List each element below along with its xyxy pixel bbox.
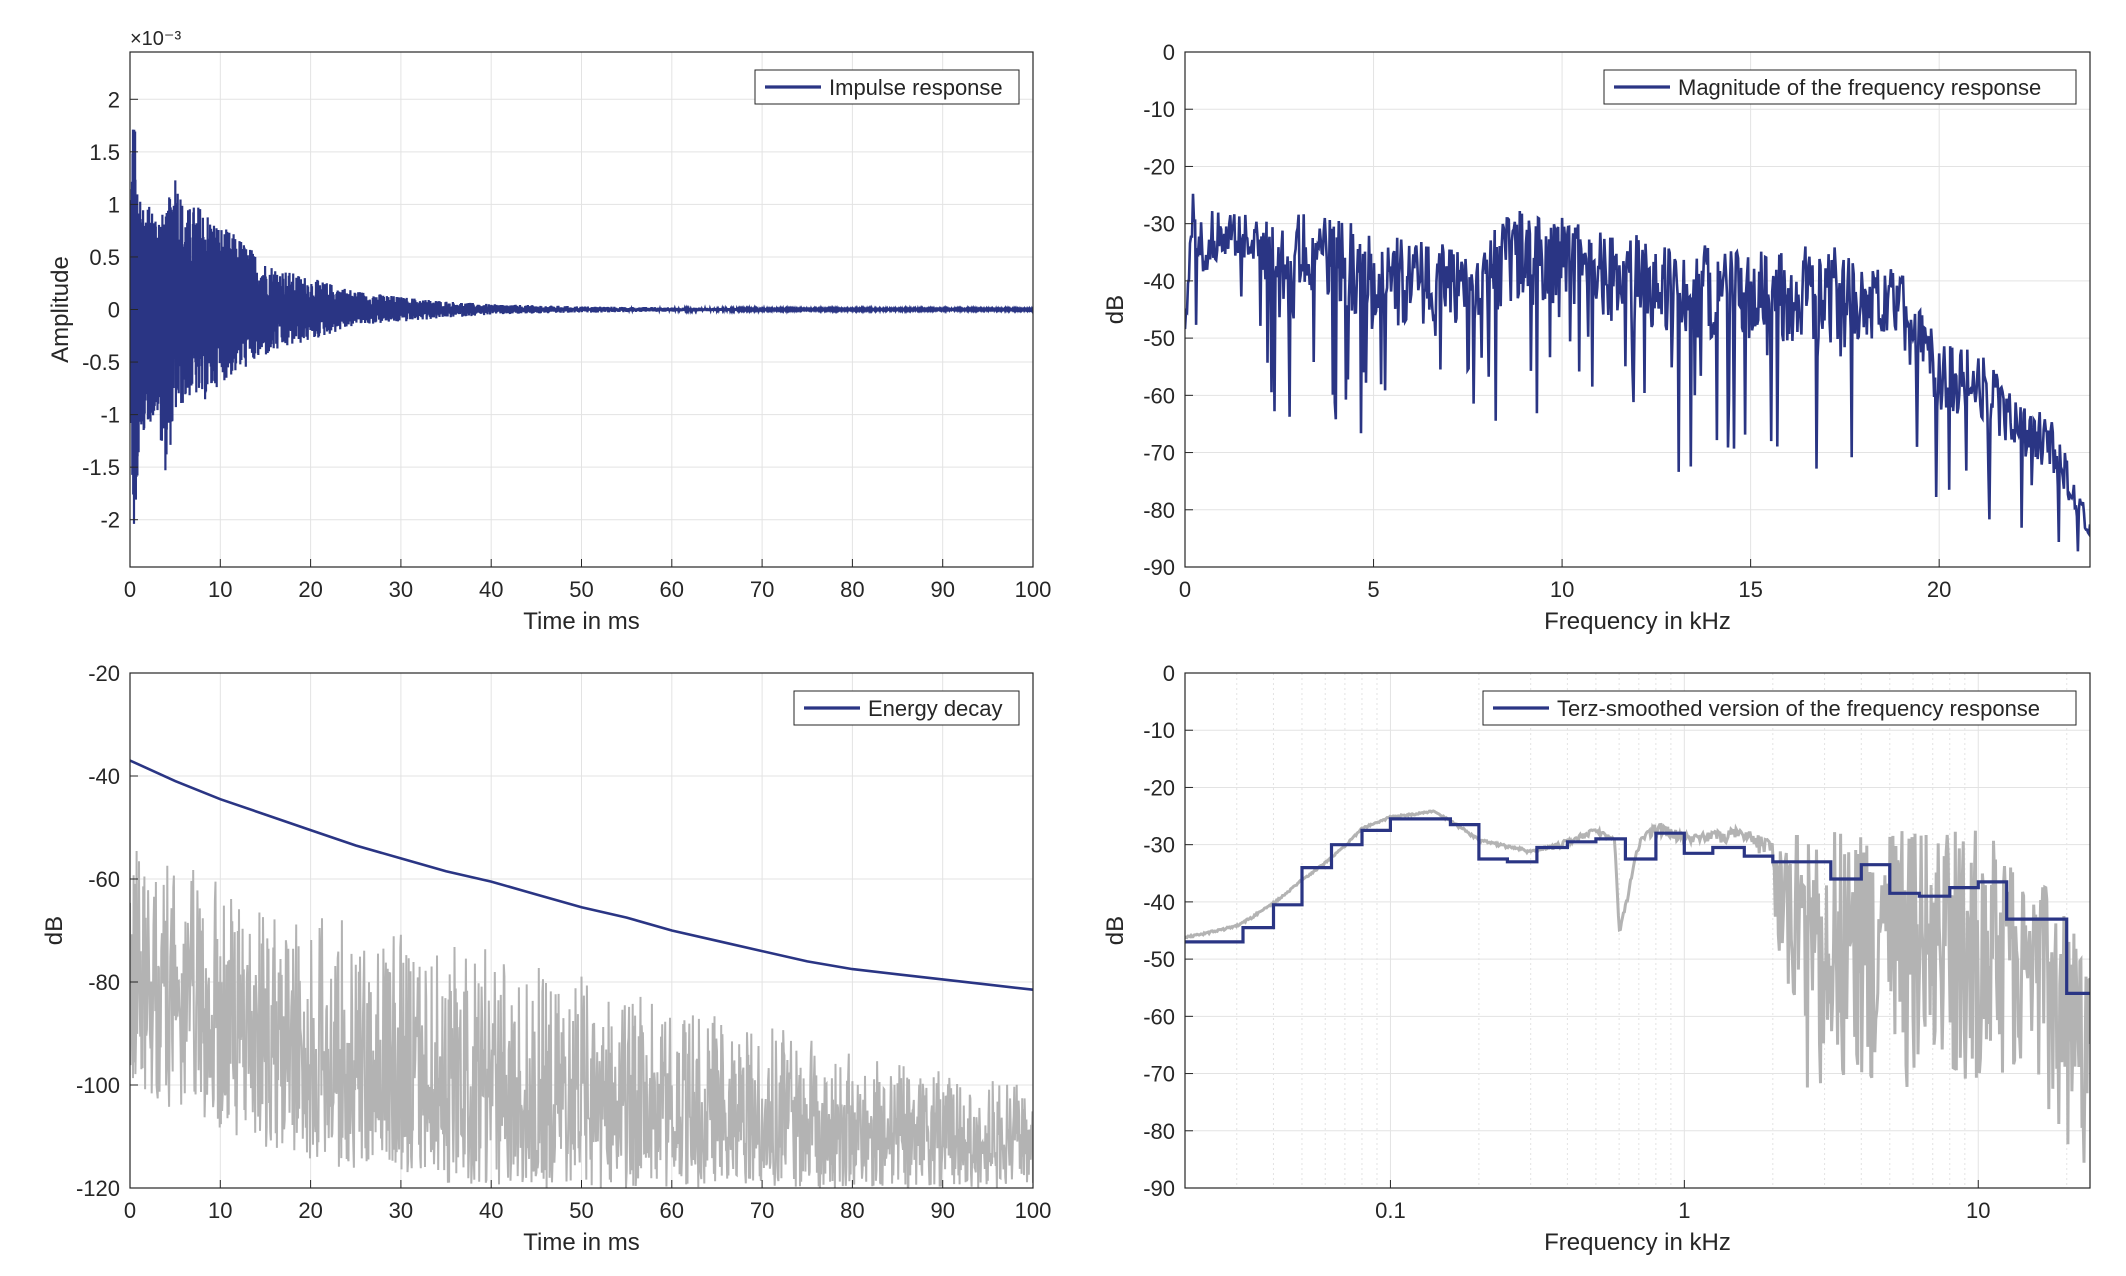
y-tick-label: -40 [1143, 269, 1175, 294]
y-tick-label: -70 [1143, 1062, 1175, 1087]
impulse-response-panel: ×10⁻³ 0 10 20 30 40 50 60 70 80 90 100-2-1.5-1-0.5… [47, 28, 1051, 635]
legend-label: Magnitude of the frequency response [1678, 75, 2041, 100]
y-tick-label: -10 [1143, 718, 1175, 743]
y-tick-label: -2 [100, 508, 120, 533]
magnitude-line [1185, 193, 2090, 552]
y-tick-label: 1.5 [89, 140, 120, 165]
energy-decay-line [130, 759, 1033, 991]
exponent-label: ×10⁻³ [130, 28, 181, 50]
y-axis-label: dB [41, 916, 68, 945]
y-tick-label: 0 [1163, 661, 1175, 686]
x-tick-label: 15 [1738, 577, 1762, 602]
plot-marks [130, 129, 1033, 524]
x-tick-label: 50 [569, 1198, 593, 1223]
plot-marks [1185, 809, 2090, 1163]
y-tick-label: -40 [88, 764, 120, 789]
y-tick-label: -20 [88, 661, 120, 686]
impulse-response-line [130, 129, 1033, 524]
x-tick-label: 10 [1550, 577, 1574, 602]
y-tick-label: -80 [1143, 498, 1175, 523]
legend-box [1603, 69, 2077, 105]
y-axis-label: Amplitude [47, 256, 74, 363]
x-tick-label: 50 [569, 577, 593, 602]
x-axis-label: Time in ms [523, 608, 639, 635]
x-axis-label: Time in ms [523, 1229, 639, 1256]
y-tick-label: -1 [100, 403, 120, 428]
y-tick-label: -120 [76, 1176, 120, 1201]
plot-marks [130, 759, 1033, 1188]
y-tick-label: -0.5 [82, 350, 120, 375]
x-axis-label: Frequency in kHz [1544, 608, 1731, 635]
y-tick-label: -40 [1143, 890, 1175, 915]
x-tick-label: 20 [1927, 577, 1951, 602]
y-tick-label: -20 [1143, 775, 1175, 800]
x-tick-label: 60 [660, 577, 684, 602]
x-tick-label: 10 [1966, 1198, 1990, 1223]
y-tick-label: -90 [1143, 555, 1175, 580]
y-tick-label: -10 [1143, 97, 1175, 122]
x-axis-label: Frequency in kHz [1544, 1229, 1731, 1256]
legend-box [1482, 690, 2077, 726]
y-tick-label: -90 [1143, 1176, 1175, 1201]
axes-frame [1184, 51, 2091, 568]
legend-label: Impulse response [829, 75, 1003, 100]
x-tick-label: 40 [479, 1198, 503, 1223]
x-tick-label: 1 [1678, 1198, 1690, 1223]
terz-smoothed-panel: 0.1 1 10 -90 -80 -70 -60 -50 -40 -30 -20 -10 0 Freque… [1102, 661, 2091, 1256]
axes-frame [1184, 672, 2091, 1189]
y-tick-label: -70 [1143, 441, 1175, 466]
x-tick-label: 0 [1179, 577, 1191, 602]
y-tick-label: -60 [1143, 1004, 1175, 1029]
x-tick-label: 40 [479, 577, 503, 602]
x-tick-label: 60 [660, 1198, 684, 1223]
y-tick-label: -50 [1143, 947, 1175, 972]
y-tick-label: 0.5 [89, 245, 120, 270]
legend-label: Energy decay [868, 696, 1003, 721]
x-tick-label: 100 [1015, 1198, 1052, 1223]
y-tick-label: -80 [1143, 1119, 1175, 1144]
plot-marks [1185, 193, 2090, 552]
y-axis-label: dB [1102, 916, 1129, 945]
y-tick-label: -60 [88, 867, 120, 892]
y-tick-label: -80 [88, 970, 120, 995]
x-tick-label: 90 [930, 1198, 954, 1223]
energy-reference-line [130, 850, 1033, 1188]
x-tick-label: 0.1 [1375, 1198, 1406, 1223]
y-tick-label: -30 [1143, 833, 1175, 858]
x-tick-label: 30 [389, 577, 413, 602]
x-tick-label: 0 [124, 1198, 136, 1223]
y-tick-label: -30 [1143, 212, 1175, 237]
x-tick-label: 10 [208, 1198, 232, 1223]
x-tick-label: 70 [750, 1198, 774, 1223]
x-tick-label: 80 [840, 1198, 864, 1223]
y-tick-label: 2 [108, 87, 120, 112]
x-tick-label: 80 [840, 577, 864, 602]
y-tick-label: -1.5 [82, 455, 120, 480]
y-tick-label: 0 [108, 298, 120, 323]
x-tick-label: 70 [750, 577, 774, 602]
legend-label: Terz-smoothed version of the frequency r… [1557, 696, 2040, 721]
y-tick-label: -50 [1143, 326, 1175, 351]
x-tick-label: 30 [389, 1198, 413, 1223]
unsmoothed-reference-line [1185, 809, 2090, 1163]
y-tick-label: -60 [1143, 383, 1175, 408]
terz-smoothed-line [1185, 817, 2090, 995]
y-axis-label: dB [1102, 295, 1129, 324]
y-tick-label: 1 [108, 192, 120, 217]
energy-decay-panel: 0 10 20 30 40 50 60 70 80 90 100 -120 -100 -80 -60 -40 -… [41, 661, 1051, 1256]
y-tick-label: -100 [76, 1073, 120, 1098]
y-tick-label: -20 [1143, 154, 1175, 179]
x-tick-label: 5 [1367, 577, 1379, 602]
x-tick-label: 20 [298, 1198, 322, 1223]
x-tick-label: 0 [124, 577, 136, 602]
y-tick-label: 0 [1163, 40, 1175, 65]
x-tick-label: 90 [930, 577, 954, 602]
x-tick-label: 20 [298, 577, 322, 602]
plot-area [1185, 52, 2090, 567]
frequency-response-panel: 0 5 10 15 20 -90 -80 -70 -60 -50 -40 -30 -20 -10 0 Freq… [1102, 40, 2091, 635]
x-tick-label: 10 [208, 577, 232, 602]
x-tick-label: 100 [1015, 577, 1052, 602]
